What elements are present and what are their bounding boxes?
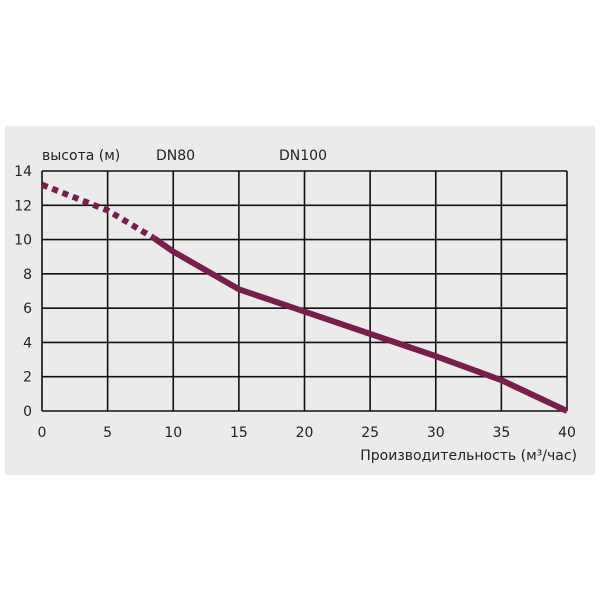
x-tick-label: 10 — [164, 425, 182, 441]
x-tick-label: 5 — [103, 425, 112, 441]
x-tick-label: 0 — [38, 425, 47, 441]
y-tick-label: 4 — [23, 335, 32, 351]
chart-background — [5, 126, 595, 475]
y-tick-label: 6 — [23, 301, 32, 317]
tick-labels: 0 5 10 15 20 25 30 35 40 0 2 4 6 8 10 12 14 — [14, 164, 576, 441]
y-tick-label: 2 — [23, 370, 32, 386]
x-axis-label: Производительность (м³/час) — [360, 448, 577, 464]
x-tick-label: 30 — [427, 425, 445, 441]
dotted-curve-segment — [40, 181, 156, 241]
x-tick-label: 15 — [230, 425, 248, 441]
grid — [41, 170, 568, 412]
annotation-dn80: DN80 — [156, 148, 195, 164]
y-tick-label: 12 — [14, 198, 32, 214]
x-tick-label: 25 — [361, 425, 379, 441]
x-tick-label: 40 — [558, 425, 576, 441]
annotation-dn100: DN100 — [279, 148, 327, 164]
y-tick-label: 10 — [14, 233, 32, 249]
x-tick-label: 35 — [492, 425, 510, 441]
x-tick-label: 20 — [296, 425, 314, 441]
series-lines — [40, 181, 569, 414]
solid-curve-segment — [151, 235, 569, 414]
y-tick-label: 0 — [23, 404, 32, 420]
y-tick-label: 8 — [23, 267, 32, 283]
y-axis-label: высота (м) — [42, 148, 120, 164]
y-tick-label: 14 — [14, 164, 32, 180]
